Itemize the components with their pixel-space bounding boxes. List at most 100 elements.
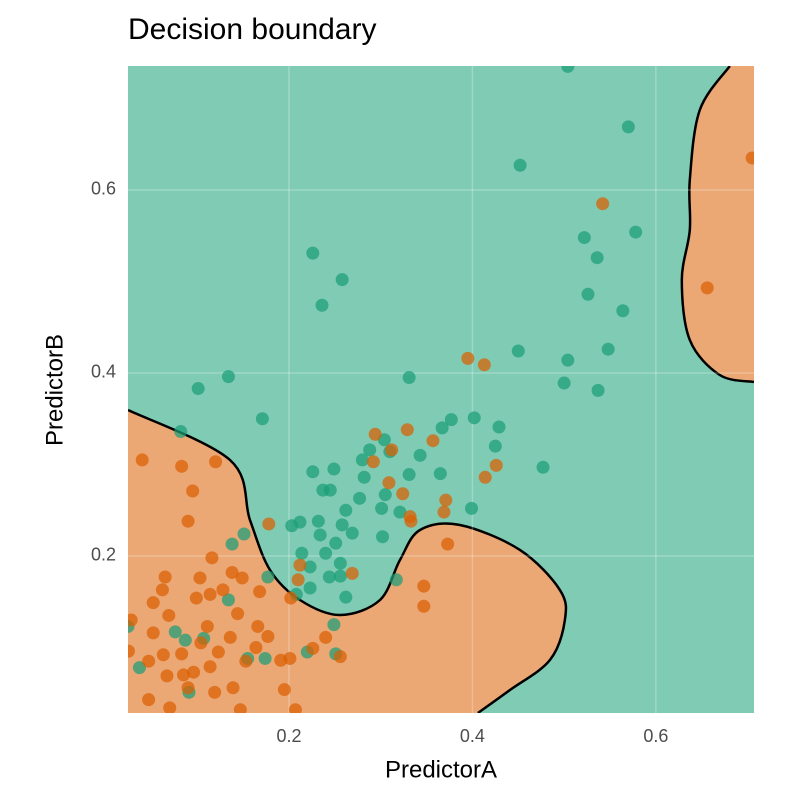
point <box>417 599 431 613</box>
point <box>536 460 550 474</box>
point <box>488 439 502 453</box>
point <box>311 514 325 528</box>
point <box>323 483 337 497</box>
plot-area <box>128 66 754 713</box>
point <box>477 358 491 372</box>
point <box>132 661 146 675</box>
point <box>315 298 329 312</box>
point <box>426 434 440 448</box>
point <box>186 484 200 498</box>
point <box>295 546 309 560</box>
point <box>223 630 237 644</box>
point <box>142 693 156 707</box>
point <box>591 383 605 397</box>
point <box>158 570 172 584</box>
point <box>176 668 190 682</box>
point <box>231 607 245 621</box>
point <box>235 571 249 585</box>
decision-boundary <box>680 66 754 384</box>
point <box>511 344 525 358</box>
point <box>581 287 595 301</box>
point <box>333 650 347 664</box>
point <box>193 571 207 585</box>
point <box>249 640 263 654</box>
point <box>402 468 416 482</box>
point <box>291 573 305 587</box>
point <box>211 645 225 659</box>
point <box>464 501 478 515</box>
point <box>629 225 643 239</box>
point <box>168 625 182 639</box>
point <box>319 546 333 560</box>
point <box>590 251 604 265</box>
point <box>319 630 333 644</box>
point <box>366 455 380 469</box>
y-axis-label: PredictorB <box>41 334 68 446</box>
point <box>435 421 449 435</box>
point <box>433 467 447 481</box>
point <box>258 651 272 665</box>
point <box>255 412 269 426</box>
point <box>293 515 307 529</box>
point <box>181 681 195 695</box>
point <box>253 585 267 599</box>
point <box>616 304 630 318</box>
point <box>178 633 192 647</box>
point <box>277 683 291 697</box>
point <box>700 281 714 295</box>
y-tick-label: 0.2 <box>91 545 116 565</box>
point <box>194 636 208 650</box>
point <box>225 537 239 551</box>
point <box>181 514 195 528</box>
point <box>404 514 418 528</box>
point <box>160 669 174 683</box>
x-axis-label: PredictorA <box>385 756 497 783</box>
point <box>128 613 138 627</box>
point <box>205 551 219 565</box>
region-fill <box>681 66 754 382</box>
point <box>601 342 615 356</box>
y-tick-label: 0.6 <box>91 179 116 199</box>
point <box>335 518 349 532</box>
point <box>444 413 458 427</box>
point <box>413 448 427 462</box>
point <box>261 630 275 644</box>
point <box>239 654 253 668</box>
decision-boundary <box>128 408 568 713</box>
point <box>203 587 217 601</box>
point <box>335 273 349 287</box>
point <box>357 470 371 484</box>
point <box>225 565 239 579</box>
point <box>489 458 503 472</box>
point <box>191 382 205 396</box>
point <box>293 558 307 572</box>
point <box>375 501 389 515</box>
point <box>303 581 317 595</box>
point <box>221 593 235 607</box>
point <box>327 618 341 632</box>
point <box>355 453 369 467</box>
point <box>146 626 160 640</box>
chart-title: Decision boundary <box>128 13 376 46</box>
point <box>175 647 189 661</box>
point <box>174 425 188 439</box>
point <box>146 596 160 610</box>
point <box>333 556 347 570</box>
point <box>187 665 201 679</box>
point <box>400 423 414 437</box>
point <box>439 493 453 507</box>
point <box>417 579 431 593</box>
point <box>339 590 353 604</box>
point <box>339 503 353 517</box>
point <box>561 66 575 73</box>
point <box>396 487 410 501</box>
point <box>467 411 481 425</box>
point <box>745 151 754 165</box>
point <box>393 505 407 519</box>
point <box>513 158 527 172</box>
ticks: 0.2 0.4 0.6 0.2 0.4 0.6 <box>91 179 668 746</box>
point <box>251 619 265 633</box>
point <box>306 465 320 479</box>
